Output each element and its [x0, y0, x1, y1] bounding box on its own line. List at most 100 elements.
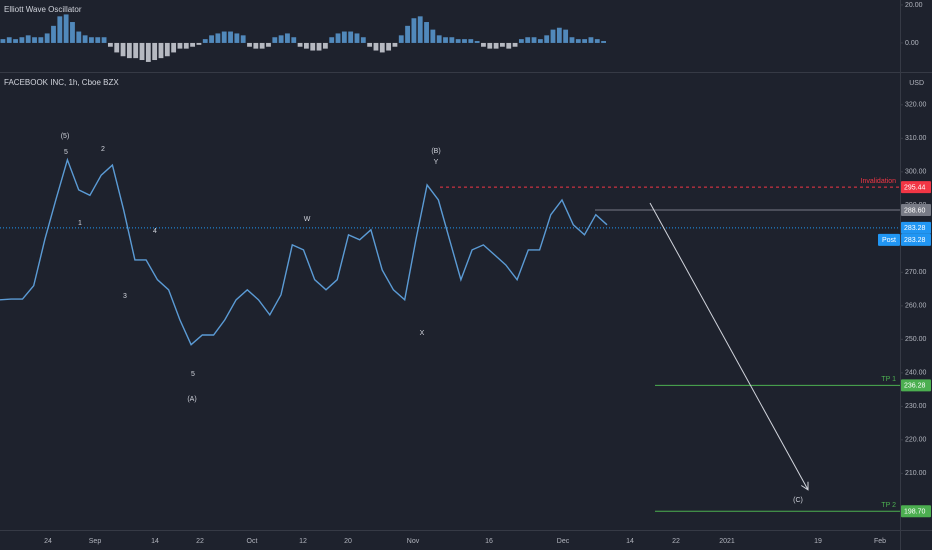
y-tick-label: 0.00 — [905, 40, 919, 47]
y-tick-label: 210.00 — [905, 470, 927, 477]
x-tick-label: Dec — [557, 538, 570, 545]
wave-label: 1 — [78, 220, 82, 227]
oscillator-bar — [373, 42, 379, 51]
post-tag: Post — [882, 237, 896, 244]
level-name: Invalidation — [861, 178, 897, 185]
y-tick-label: 260.00 — [905, 303, 927, 310]
oscillator-bar — [316, 42, 322, 51]
unit: USD — [909, 80, 924, 87]
oscillator-bar — [322, 42, 328, 49]
price-tag — [901, 379, 931, 392]
wave-label: 3 — [123, 293, 127, 300]
price-tag-label: 198.70 — [904, 509, 926, 516]
oscillator-bar — [518, 39, 524, 43]
oscillator-bar — [38, 37, 44, 43]
oscillator-bar — [25, 35, 31, 43]
x-tick-label: Sep — [89, 538, 102, 545]
oscillator-bar — [202, 39, 208, 43]
oscillator-bar — [13, 39, 18, 43]
y-tick-label: 250.00 — [905, 336, 927, 343]
oscillator-bar — [247, 42, 252, 47]
oscillator-bar — [310, 42, 316, 51]
price-line — [0, 157, 608, 346]
oscillator-bar — [44, 33, 50, 43]
wave-label: X — [420, 330, 425, 337]
x-tick-label: 2021 — [719, 538, 735, 545]
oscillator-bar — [57, 16, 63, 43]
oscillator-bar — [19, 37, 25, 43]
y-tick-label: 270.00 — [905, 269, 927, 276]
oscillator-bar — [367, 42, 373, 47]
oscillator-bar — [594, 39, 600, 43]
oscillator-bar — [601, 41, 606, 43]
oscillator-bar — [95, 37, 101, 43]
y-tick-label: 220.00 — [905, 437, 927, 444]
oscillator-bar — [158, 42, 164, 59]
x-tick-label: 20 — [344, 538, 352, 545]
oscillator-bar — [417, 16, 423, 43]
y-tick-label: 240.00 — [905, 370, 927, 377]
oscillator-bar — [506, 42, 512, 49]
price-tag — [901, 233, 931, 246]
oscillator-bar — [51, 25, 56, 43]
oscillator-bar — [563, 29, 569, 43]
oscillator-bar — [221, 31, 227, 43]
price-tag-label: 283.28 — [904, 237, 926, 244]
oscillator-bar — [152, 42, 158, 61]
oscillator-bar — [253, 42, 259, 49]
level-name: TP 2 — [881, 502, 896, 509]
oscillator-bar — [32, 37, 37, 43]
oscillator-bar — [455, 39, 461, 43]
y-tick-label: 20.00 — [905, 2, 923, 9]
price-tag-label: 295.44 — [904, 184, 926, 191]
oscillator-bar — [70, 22, 75, 43]
oscillator-bar — [329, 37, 335, 43]
oscillator-bar — [266, 42, 271, 47]
oscillator-bar — [544, 35, 550, 43]
oscillator-bar — [411, 18, 417, 43]
oscillator-bar — [424, 22, 429, 43]
oscillator-bar — [215, 33, 221, 43]
wave-label: Y — [434, 159, 439, 166]
oscillator-bar — [474, 41, 480, 43]
x-tick-label: 16 — [485, 538, 493, 545]
oscillator-bar — [278, 35, 284, 43]
oscillator-bar — [126, 42, 132, 59]
x-tick-label: 22 — [196, 538, 204, 545]
x-tick-label: Nov — [407, 538, 420, 545]
oscillator-bar — [107, 42, 113, 47]
price-tag — [901, 505, 931, 518]
oscillator-bar — [556, 27, 562, 43]
oscillator-bar — [76, 31, 82, 43]
wave-label: (A) — [187, 396, 196, 403]
oscillator-bar — [120, 42, 126, 57]
price-tag — [901, 181, 931, 194]
oscillator-bar — [272, 37, 278, 43]
wave-label: 5 — [64, 149, 68, 156]
oscillator-bar — [550, 29, 556, 43]
oscillator-bar — [430, 29, 436, 43]
price-tag-label: 236.28 — [904, 383, 926, 390]
oscillator-bar — [101, 37, 107, 43]
oscillator-bar — [297, 42, 303, 47]
x-tick-label: 12 — [299, 538, 307, 545]
oscillator-bar — [468, 39, 474, 43]
oscillator-bar — [392, 42, 398, 47]
oscillator-bar — [304, 42, 309, 49]
oscillator-bar — [360, 37, 366, 43]
oscillator-bar — [525, 37, 531, 43]
arrow-head — [801, 481, 809, 491]
oscillator-bar — [6, 37, 12, 43]
oscillator-bar — [481, 42, 486, 47]
y-tick-label: 310.00 — [905, 135, 927, 142]
oscillator-title: Elliott Wave Oscillator — [4, 5, 82, 14]
oscillator-bar — [63, 14, 69, 43]
oscillator-bar — [582, 39, 588, 43]
oscillator-bar — [89, 37, 94, 43]
wave-label: W — [304, 216, 311, 223]
x-tick-label: Feb — [874, 538, 886, 545]
oscillator-bar — [493, 42, 499, 49]
oscillator-bar — [386, 42, 392, 51]
oscillator-bar — [487, 42, 493, 49]
